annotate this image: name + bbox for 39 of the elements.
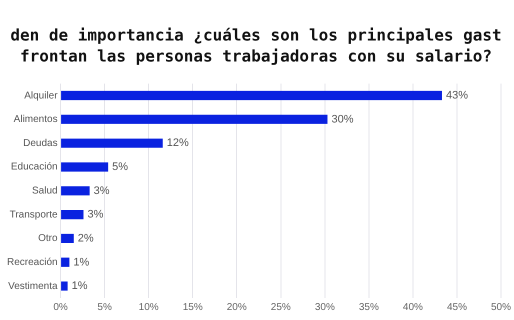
data-label: 1% [72,280,88,292]
bar [61,282,68,291]
data-label: 5% [112,161,128,174]
bar [61,186,90,196]
x-tick-label: 20% [226,302,247,313]
y-tick-label: Salud [32,186,58,197]
x-tick-label: 30% [314,302,335,313]
bar [61,138,163,148]
bar [61,114,328,124]
data-label: 2% [78,232,94,244]
x-tick-label: 10% [138,302,159,313]
x-tick-label: 35% [358,302,379,313]
x-tick-label: 45% [446,302,468,313]
bar [61,90,442,100]
y-tick-label: Recreación [6,257,58,268]
data-label: 3% [94,184,110,197]
data-label: 1% [73,256,90,268]
data-label: 30% [331,113,354,126]
y-tick-label: Otro [38,233,58,244]
y-tick-label: Deudas [23,138,58,149]
x-tick-label: 15% [182,302,203,313]
bar [61,210,84,220]
x-tick-label: 5% [97,302,112,313]
y-tick-label: Educación [10,162,58,173]
y-tick-label: Alimentos [14,114,58,126]
data-label: 12% [166,137,189,150]
bar [61,258,70,267]
y-tick-label: Transporte [10,209,58,220]
x-tick-label: 0% [53,302,68,313]
data-label: 3% [87,208,104,221]
x-tick-label: 40% [402,302,424,313]
bar [61,234,74,244]
y-tick-label: Alquiler [24,90,58,102]
bar [61,162,108,172]
x-tick-label: 25% [270,302,291,313]
chart-title: den de importancia ¿cuáles son los principales gast frontan las personas trabajadoras con su salario? [10,26,502,66]
y-tick-label: Vestimenta [8,280,58,292]
data-label: 43% [446,90,468,102]
x-tick-label: 50% [490,302,512,313]
